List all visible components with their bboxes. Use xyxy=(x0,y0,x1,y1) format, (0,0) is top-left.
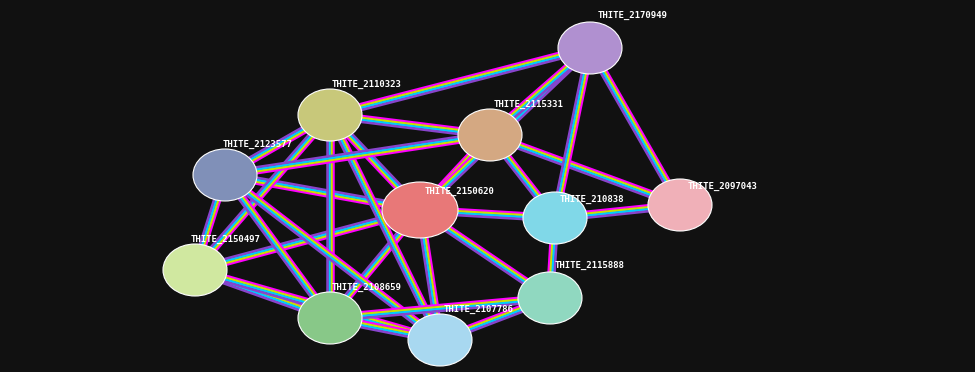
Ellipse shape xyxy=(298,89,362,141)
Text: THITE_2107786: THITE_2107786 xyxy=(444,305,514,314)
Text: THITE_2170949: THITE_2170949 xyxy=(598,11,668,20)
Ellipse shape xyxy=(523,192,587,244)
Text: THITE_2150620: THITE_2150620 xyxy=(425,187,495,196)
Text: THITE_2123577: THITE_2123577 xyxy=(223,140,292,149)
Ellipse shape xyxy=(458,109,522,161)
Ellipse shape xyxy=(518,272,582,324)
Text: THITE_210838: THITE_210838 xyxy=(560,195,625,204)
Ellipse shape xyxy=(648,179,712,231)
Ellipse shape xyxy=(193,149,257,201)
Text: THITE_2115888: THITE_2115888 xyxy=(555,261,625,270)
Ellipse shape xyxy=(558,22,622,74)
Text: THITE_2097043: THITE_2097043 xyxy=(688,182,758,191)
Text: THITE_2110323: THITE_2110323 xyxy=(332,80,402,89)
Text: THITE_2115331: THITE_2115331 xyxy=(494,100,564,109)
Text: THITE_2150497: THITE_2150497 xyxy=(191,235,261,244)
Ellipse shape xyxy=(163,244,227,296)
Ellipse shape xyxy=(298,292,362,344)
Ellipse shape xyxy=(408,314,472,366)
Ellipse shape xyxy=(382,182,458,238)
Text: THITE_2108659: THITE_2108659 xyxy=(332,283,402,292)
